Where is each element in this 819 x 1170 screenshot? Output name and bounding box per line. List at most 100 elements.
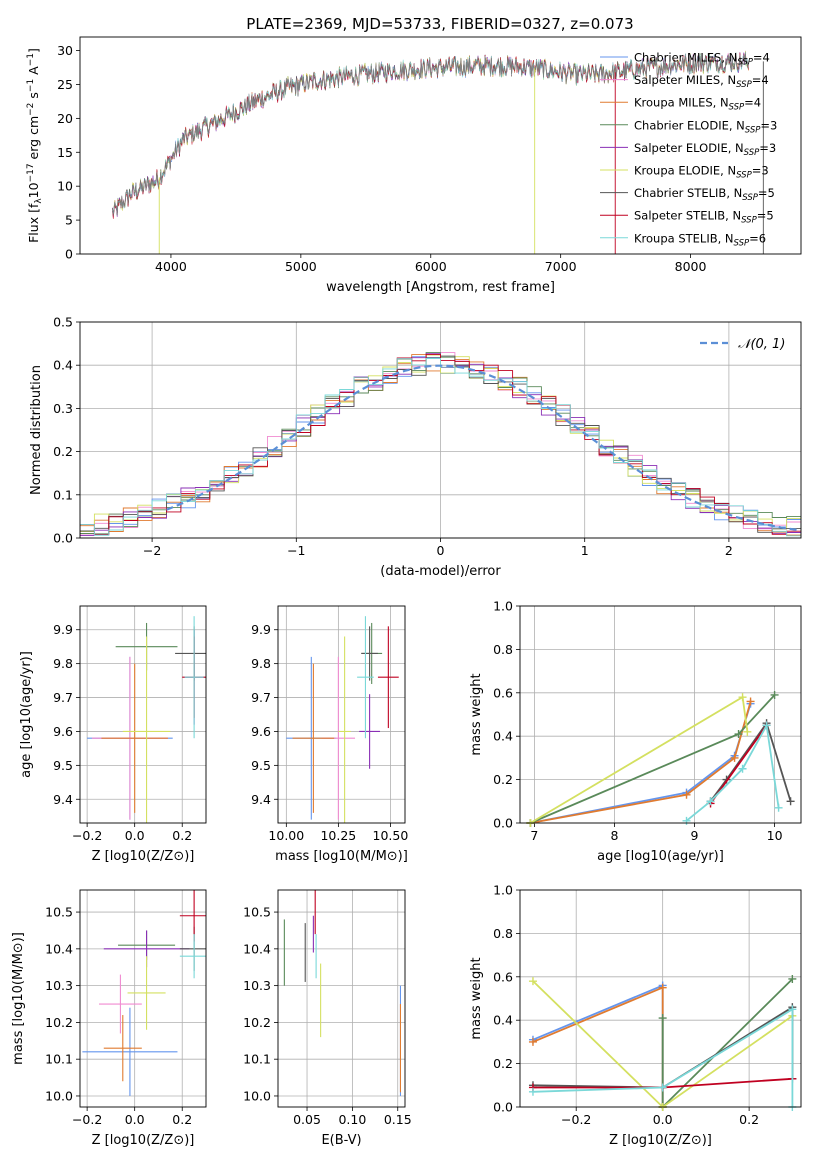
errorbar-point — [82, 1007, 178, 1096]
mass-weight-marker — [762, 721, 771, 730]
x-tick-label: 8000 — [675, 259, 707, 274]
mass_vs_ebv-points — [283, 890, 402, 1096]
errorbar-point — [184, 616, 204, 739]
y-tick-label: 1.0 — [493, 883, 513, 898]
mass-weight-marker — [528, 977, 537, 986]
mass-weight-marker — [706, 797, 715, 806]
x-tick-label: −2 — [143, 543, 161, 558]
y-tick-label: 10.0 — [45, 1088, 73, 1103]
mass-weight-marker — [528, 1087, 537, 1096]
x-tick-label: 10 — [767, 828, 783, 843]
mass-weight-marker — [682, 790, 691, 799]
x-tick-label: 7000 — [545, 259, 577, 274]
residuals-x-axis-label: (data-model)/error — [380, 564, 501, 579]
errorbar-point — [338, 636, 351, 823]
x-tick-label: −0.2 — [72, 1112, 102, 1127]
y-tick-label: 9.9 — [53, 622, 73, 637]
y-tick-label: 0.6 — [493, 685, 513, 700]
y-tick-label: 9.4 — [251, 792, 271, 807]
errorbar-point — [179, 934, 206, 979]
mass-weight-marker — [658, 1014, 667, 1023]
y-tick-label: 0.4 — [53, 358, 73, 373]
legend-entry: Salpeter MILES, NSSP=4 — [634, 73, 769, 90]
mass_weight_vs_age-y-axis-label: mass weight — [469, 673, 484, 755]
age_vs_Z-frame — [79, 605, 207, 824]
errorbar-point — [101, 663, 168, 813]
legend-entry: Chabrier MILES, NSSP=4 — [634, 51, 770, 68]
residuals-y-axis-label: Normed distribution — [29, 365, 44, 495]
errorbar-point — [377, 626, 399, 729]
errorbar-point — [359, 694, 381, 769]
age_vs_Z-axes: −0.2 0.0 0.2 9.4 9.5 9.6 9.7 9.8 9.9 — [53, 606, 206, 843]
residuals-frame — [79, 321, 802, 539]
y-tick-label: 0 — [65, 247, 73, 262]
y-tick-label: 9.5 — [251, 758, 271, 773]
residuals-axes: −2 −1 0 1 2 0.0 0.1 0.2 0.3 0.4 0.5 — [53, 315, 801, 558]
mass-weight-marker — [528, 1037, 537, 1046]
y-tick-label: 10.3 — [243, 978, 271, 993]
mass-weight-marker — [788, 1005, 797, 1014]
y-tick-label: 0.1 — [53, 487, 73, 502]
y-tick-label: 0.0 — [53, 531, 73, 546]
mass-weight-marker — [788, 974, 797, 983]
y-tick-label: 0.8 — [493, 926, 513, 941]
x-tick-label: 4000 — [155, 259, 187, 274]
mass_weight_vs_Z-axes: −0.2 0.0 0.2 0.0 0.2 0.4 0.6 0.8 1.0 — [493, 883, 801, 1127]
y-tick-label: 9.6 — [53, 724, 73, 739]
normal-curve — [166, 364, 799, 532]
legend-entry: Chabrier STELIB, NSSP=5 — [634, 186, 775, 203]
x-tick-label: 2 — [725, 543, 733, 558]
legend-entry: Salpeter ELODIE, NSSP=3 — [634, 141, 776, 158]
mass-weight-line — [532, 1007, 794, 1107]
x-tick-label: 10.25 — [320, 828, 356, 843]
mass-weight-marker — [774, 803, 783, 812]
x-tick-label: 7 — [530, 828, 538, 843]
y-tick-label: 0.4 — [493, 1013, 513, 1028]
mass_vs_Z-y-axis-label: mass [log10(M/M⊙)] — [11, 932, 26, 1065]
y-tick-label: 10.5 — [45, 905, 73, 920]
y-tick-label: 9.6 — [251, 724, 271, 739]
x-tick-label: 0.2 — [739, 1112, 759, 1127]
y-tick-label: 9.9 — [251, 622, 271, 637]
x-tick-label: −0.2 — [72, 828, 102, 843]
y-tick-label: 10.4 — [243, 941, 271, 956]
y-tick-label: 0.5 — [53, 315, 73, 330]
mass-weight-line — [709, 724, 768, 805]
x-tick-label: 0.2 — [172, 1112, 192, 1127]
mass-weight-marker — [746, 697, 755, 706]
y-tick-label: 10.2 — [243, 1015, 271, 1030]
spectrum-data-line — [112, 53, 749, 216]
age_vs_mass-points — [286, 616, 399, 823]
mass-weight-marker — [658, 1083, 667, 1092]
x-tick-label: 6000 — [415, 259, 447, 274]
y-tick-label: 0.8 — [493, 642, 513, 657]
y-tick-label: 0.2 — [53, 444, 73, 459]
y-tick-label: 1.0 — [493, 599, 513, 614]
residual-histogram — [80, 358, 801, 537]
spectrum-x-axis-label: wavelength [Angstrom, rest frame] — [326, 280, 555, 295]
mass-weight-line — [530, 694, 776, 824]
y-tick-label: 10.3 — [45, 978, 73, 993]
mass-weight-marker — [734, 730, 743, 739]
x-tick-label: 0.2 — [172, 828, 192, 843]
errorbar-point — [179, 890, 206, 942]
errorbar-point — [292, 663, 335, 813]
x-tick-label: 0 — [437, 543, 445, 558]
y-tick-label: 10.1 — [243, 1052, 271, 1067]
legend-entry: Chabrier ELODIE, NSSP=3 — [634, 118, 777, 135]
mass_vs_Z-axes: −0.2 0.0 0.2 10.0 10.1 10.2 10.3 10.4 10.5 — [45, 890, 206, 1127]
mass-weight-line — [530, 703, 752, 824]
x-tick-label: 0.10 — [338, 1112, 366, 1127]
mass-weight-marker — [738, 764, 747, 773]
y-tick-label: 0.3 — [53, 401, 73, 416]
age_vs_Z-points — [87, 616, 206, 823]
residuals-histograms — [80, 352, 801, 537]
y-tick-label: 0.2 — [493, 1056, 513, 1071]
age_vs_mass-frame — [277, 605, 406, 824]
mass_weight_vs_age-frame — [519, 605, 802, 824]
x-tick-label: −1 — [287, 543, 305, 558]
y-tick-label: 10.5 — [243, 905, 271, 920]
mass_vs_ebv-frame — [277, 889, 406, 1108]
y-tick-label: 9.7 — [53, 690, 73, 705]
